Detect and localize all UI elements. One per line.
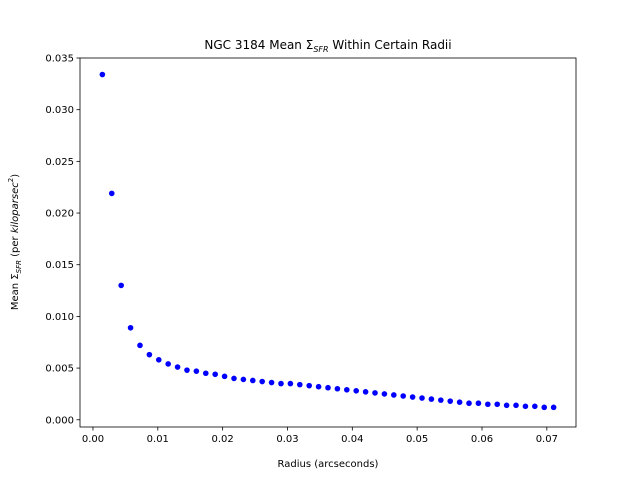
chart-title-sub: SFR xyxy=(313,45,328,54)
data-point xyxy=(494,401,501,408)
chart-title: NGC 3184 Mean ΣSFR Within Certain Radii xyxy=(204,38,451,54)
x-tick-label: 0.05 xyxy=(406,434,428,445)
data-point xyxy=(118,282,124,289)
data-point xyxy=(550,404,557,411)
data-point xyxy=(221,373,228,380)
data-point xyxy=(108,190,115,197)
data-point xyxy=(344,386,350,393)
data-point xyxy=(155,357,162,363)
data-point xyxy=(184,367,190,373)
data-point xyxy=(503,402,510,409)
y-tick-label: 0.025 xyxy=(45,157,74,168)
data-point xyxy=(541,404,548,411)
data-point xyxy=(99,71,106,78)
data-point xyxy=(193,368,200,374)
y-axis-ticks: 0.000 0.005 0.010 0.015 0.020 0.025 0.030 0.035 xyxy=(45,54,80,426)
data-point xyxy=(240,376,247,383)
x-axis-ticks: 0.00 0.01 0.02 0.03 0.04 0.05 0.06 0.07 xyxy=(82,427,558,445)
data-point xyxy=(353,388,360,394)
x-tick-label: 0.04 xyxy=(341,434,363,445)
data-point xyxy=(475,400,482,407)
data-point xyxy=(438,397,444,403)
data-point xyxy=(296,381,303,388)
data-point xyxy=(409,394,416,400)
data-point xyxy=(259,378,265,385)
chart-title-pre: NGC 3184 Mean Σ xyxy=(204,38,313,52)
data-point xyxy=(419,395,425,401)
data-point xyxy=(372,390,378,396)
data-points xyxy=(99,71,557,411)
x-tick-label: 0.02 xyxy=(212,434,234,445)
y-axis-title-sup: 2 xyxy=(7,178,15,182)
data-point xyxy=(278,380,284,387)
data-point xyxy=(202,370,209,377)
y-tick-label: 0.010 xyxy=(45,312,74,323)
plot-area-frame xyxy=(79,57,577,428)
x-tick-label: 0.00 xyxy=(82,434,104,445)
chart-title-post: Within Certain Radii xyxy=(329,38,452,52)
data-point xyxy=(381,391,388,397)
x-tick-label: 0.01 xyxy=(147,434,169,445)
y-tick-label: 0.030 xyxy=(45,105,74,116)
y-axis-title-sub: SFR xyxy=(15,260,23,273)
y-axis-title-post: ) xyxy=(10,174,21,178)
y-tick-label: 0.035 xyxy=(45,54,74,65)
data-point xyxy=(362,389,369,395)
x-tick-label: 0.03 xyxy=(276,434,298,445)
y-tick-label: 0.015 xyxy=(45,260,74,271)
data-point xyxy=(174,364,181,370)
data-point xyxy=(485,401,491,408)
data-point xyxy=(315,383,322,390)
data-point xyxy=(391,392,397,398)
data-point xyxy=(306,382,312,389)
data-point xyxy=(466,400,472,407)
data-point xyxy=(212,371,218,378)
y-axis-title-pre: Mean Σ xyxy=(10,273,21,310)
x-tick-label: 0.06 xyxy=(471,434,493,445)
data-point xyxy=(231,375,237,382)
data-point xyxy=(137,342,143,349)
y-axis-title-mid: (per xyxy=(10,233,21,260)
data-point xyxy=(532,403,538,410)
data-point xyxy=(268,379,275,386)
data-point xyxy=(127,324,134,331)
data-point xyxy=(146,351,153,358)
data-point xyxy=(325,384,331,391)
data-point xyxy=(334,385,341,392)
data-point xyxy=(522,403,529,410)
data-point xyxy=(428,396,435,402)
data-point xyxy=(447,398,454,404)
data-point xyxy=(287,380,294,387)
data-point xyxy=(456,399,463,405)
x-tick-label: 0.07 xyxy=(536,434,558,445)
y-axis-title-italic: kiloparsec xyxy=(10,182,21,233)
y-axis-title: Mean ΣSFR (per kiloparsec2) xyxy=(7,174,23,310)
y-tick-label: 0.020 xyxy=(45,209,74,220)
y-tick-label: 0.000 xyxy=(45,415,74,426)
y-tick-label: 0.005 xyxy=(45,364,74,375)
data-point xyxy=(513,402,519,409)
data-point xyxy=(400,393,407,399)
data-point xyxy=(249,377,256,384)
x-axis-title: Radius (arcseconds) xyxy=(278,459,379,470)
data-point xyxy=(165,361,171,367)
